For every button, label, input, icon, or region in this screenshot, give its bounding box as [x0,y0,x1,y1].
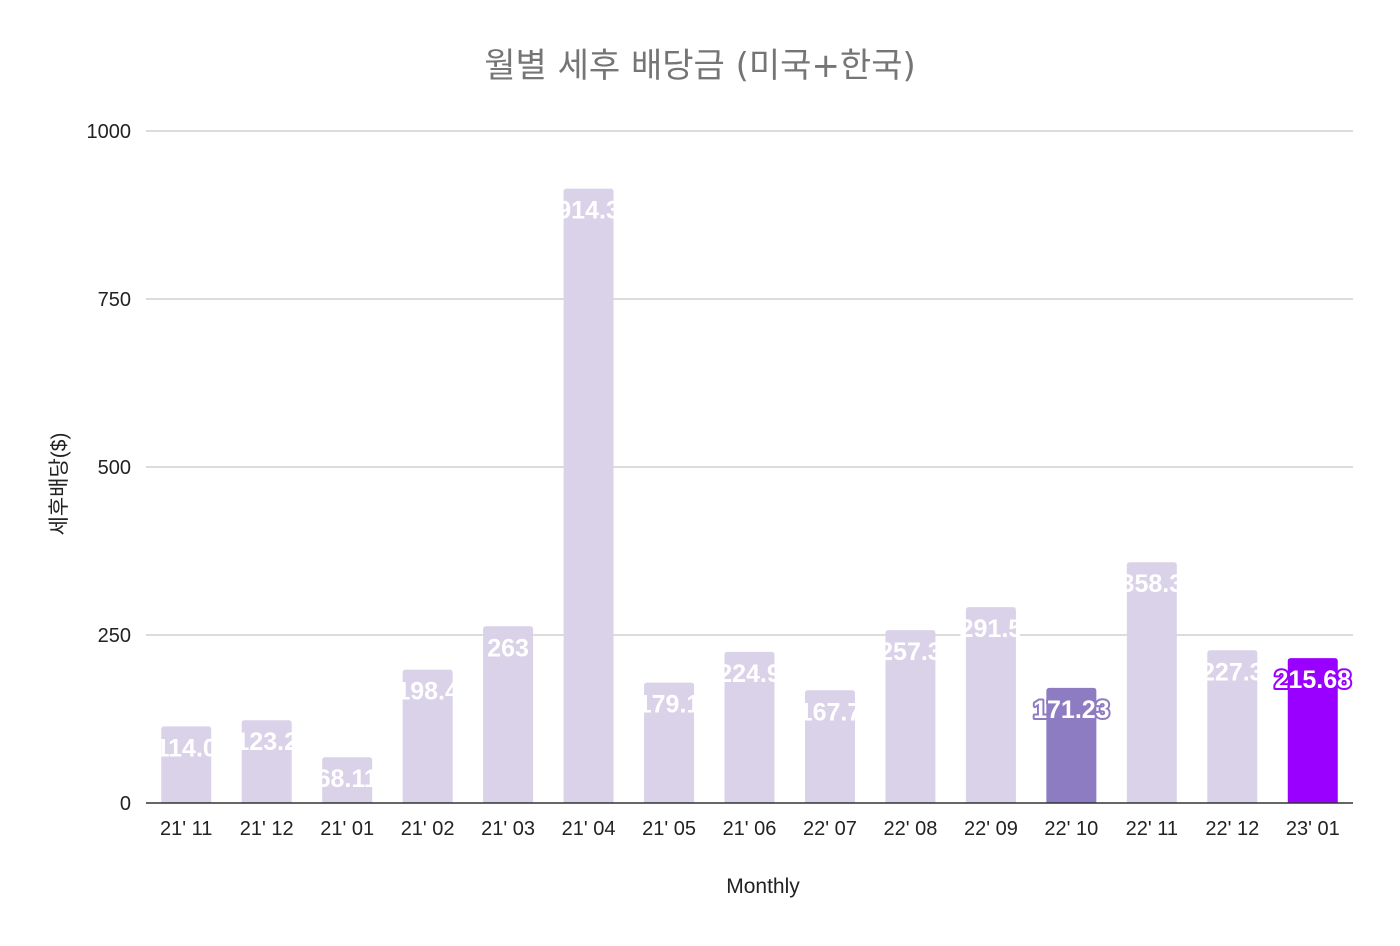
x-tick-label: 23' 01 [1286,818,1340,840]
data-label: 68.11 [317,765,378,793]
chart-title: 월별 세후 배당금 (미국+한국) [484,46,916,86]
bar-22-09 [965,607,1016,803]
bar-21-11 [161,726,212,803]
x-tick-label: 22' 11 [1126,818,1178,840]
x-tick-label: 22' 07 [803,818,857,840]
data-label: 123.2 [235,728,298,756]
data-label: 914.3 [557,197,620,225]
bar-22-10 [1046,687,1097,803]
x-axis-ticks: 21' 11 21' 12 21' 01 21' 02 21' 03 21' 04 21' … [160,818,1340,840]
data-label: 114.0 [156,734,217,762]
data-label: 224.9 [718,660,781,688]
x-tick-label: 22' 10 [1044,818,1098,840]
bar-22-07 [804,690,855,803]
x-tick-label: 21' 03 [481,818,535,840]
data-label: 358.3 [1121,570,1184,598]
bar-23-01 [1287,658,1338,803]
bar-21-04 [563,188,614,803]
y-tick-label: 0 [120,793,131,815]
data-labels: 114.0 123.2 68.11 198.4 263 914.3 179.1 224.9 16… [156,197,1353,794]
data-label: 263 [487,634,529,662]
bars [161,188,1338,803]
data-label: 179.1 [638,691,701,719]
bar-21-05 [644,682,695,803]
x-tick-label: 21' 01 [320,818,374,840]
data-label: 198.4 [396,678,459,706]
bar-21-02 [402,669,453,803]
y-tick-label: 750 [98,289,131,311]
x-tick-label: 22' 12 [1205,818,1259,840]
data-label: 167.7 [799,698,862,726]
y-tick-label: 1000 [87,121,132,143]
gridlines [146,130,1353,636]
data-label: 291.5 [960,615,1023,643]
x-tick-label: 21' 11 [160,818,212,840]
x-tick-label: 22' 09 [964,818,1018,840]
bar-22-08 [885,630,936,803]
x-tick-label: 21' 02 [401,818,455,840]
x-tick-label: 21' 04 [562,818,616,840]
bar-21-06 [724,651,775,803]
y-tick-label: 250 [98,625,131,647]
data-label: 171.23 [1033,696,1109,724]
data-label: 257.3 [879,638,942,666]
data-label: 215.68 [1275,666,1352,694]
y-axis-ticks: 0 250 500 750 1000 [87,121,132,815]
x-axis-title: Monthly [726,875,800,898]
bar-22-12 [1207,650,1258,803]
y-axis-title: 세후배당($) [48,433,71,536]
x-tick-label: 21' 12 [240,818,294,840]
bar-21-01 [322,757,373,803]
x-tick-label: 21' 06 [723,818,777,840]
y-tick-label: 500 [98,457,131,479]
bar-21-03 [483,626,534,803]
bar-22-11 [1126,562,1177,803]
x-tick-label: 22' 08 [883,818,937,840]
x-tick-label: 21' 05 [642,818,696,840]
data-label: 227.3 [1201,658,1264,686]
bar-21-12 [241,720,292,803]
